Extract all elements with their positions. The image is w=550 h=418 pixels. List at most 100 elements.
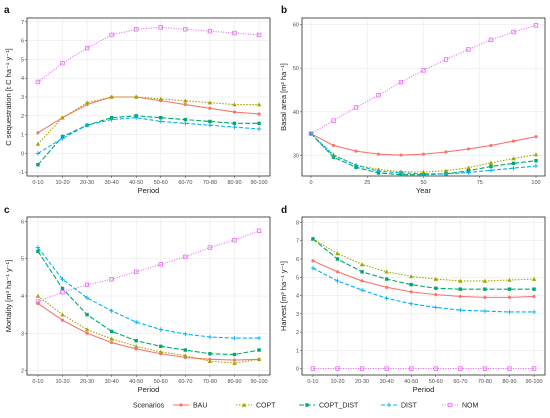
point-a-BAU-8 xyxy=(232,110,237,114)
series-c-COPT_DIST xyxy=(36,249,261,357)
point-d-NOM-5 xyxy=(433,366,438,371)
panel-letter-c: c xyxy=(4,205,10,216)
xtick-label-c-3: 30-40 xyxy=(105,379,119,385)
point-a-DIST-3 xyxy=(109,117,114,122)
series-d-COPT_DIST xyxy=(311,237,536,291)
point-a-DIST-2 xyxy=(84,123,90,128)
xtick-label-a-0: 0-10 xyxy=(32,180,43,186)
point-a-COPT-2 xyxy=(84,100,90,105)
point-b-NOM-10 xyxy=(533,23,539,28)
point-d-DIST-6 xyxy=(458,307,463,313)
point-a-NOM-0 xyxy=(35,79,41,85)
xtick-label-a-2: 20-30 xyxy=(80,180,94,186)
point-a-DIST-7 xyxy=(207,123,213,128)
ytick-label-b-0: 30 xyxy=(293,153,299,159)
ytick-label-c-4: 6 xyxy=(21,219,24,225)
point-d-NOM-0 xyxy=(310,366,316,371)
point-a-COPT-6 xyxy=(183,98,188,103)
point-d-NOM-1 xyxy=(335,366,340,371)
point-c-NOM-8 xyxy=(232,237,237,243)
series-line-a-COPT xyxy=(37,96,260,145)
point-d-DIST-1 xyxy=(335,278,340,284)
point-d-COPT-6 xyxy=(458,278,463,283)
ytick-label-c-0: 2 xyxy=(21,369,24,375)
ylabel-a: C sequestration [t C ha⁻¹ y⁻¹] xyxy=(4,48,13,146)
xtick-label-c-7: 70-80 xyxy=(203,379,217,385)
series-line-c-NOM xyxy=(37,230,260,303)
point-b-NOM-2 xyxy=(353,105,359,110)
point-c-DIST-9 xyxy=(256,335,262,341)
ytick-label-a-5: 4 xyxy=(21,76,24,82)
point-b-NOM-5 xyxy=(421,68,426,73)
point-c-COPT-1 xyxy=(60,312,65,317)
point-c-NOM-3 xyxy=(109,277,114,282)
point-c-COPT_DIST-6 xyxy=(183,348,188,352)
ylabel-d: Harvest [m³ ha⁻¹ y⁻¹] xyxy=(279,261,288,331)
point-c-NOM-0 xyxy=(35,299,41,304)
point-a-COPT-1 xyxy=(60,115,65,120)
series-line-b-COPT_DIST xyxy=(310,133,537,176)
series-d-COPT xyxy=(310,236,537,283)
xtick-label-a-9: 90-100 xyxy=(250,180,267,186)
panel-d-frame xyxy=(301,216,546,376)
xtick-label-b-4: 100 xyxy=(531,180,540,186)
point-d-COPT_DIST-0 xyxy=(311,237,315,241)
point-b-NOM-3 xyxy=(376,93,381,98)
point-d-DIST-7 xyxy=(482,308,488,314)
series-line-c-DIST xyxy=(37,247,260,339)
point-b-DIST-8 xyxy=(488,168,494,173)
xtick-label-d-2: 20-30 xyxy=(355,379,369,385)
point-d-BAU-0 xyxy=(311,259,315,263)
point-b-NOM-8 xyxy=(488,37,494,43)
point-c-DIST-7 xyxy=(207,334,213,340)
legend-item-COPT_DIST: COPT_DIST xyxy=(299,403,359,410)
point-c-NOM-2 xyxy=(84,282,90,288)
point-a-COPT_DIST-7 xyxy=(208,119,212,124)
series-a-COPT xyxy=(35,94,262,146)
point-d-COPT_DIST-1 xyxy=(335,257,340,261)
point-c-DIST-2 xyxy=(84,295,90,301)
point-c-COPT-4 xyxy=(134,344,139,349)
xtick-label-d-6: 60-70 xyxy=(453,379,467,385)
legend-swatch-marker-COPT_DIST xyxy=(305,403,309,407)
point-d-BAU-3 xyxy=(385,285,389,289)
ytick-label-d-1: 1 xyxy=(296,348,299,354)
series-line-b-DIST xyxy=(310,133,537,175)
point-d-COPT_DIST-5 xyxy=(434,286,438,290)
ytick-label-c-1: 3 xyxy=(21,331,24,337)
point-c-NOM-4 xyxy=(134,269,139,274)
xtick-label-c-1: 10-20 xyxy=(55,379,69,385)
point-a-BAU-0 xyxy=(36,131,40,135)
xtick-label-c-8: 80-90 xyxy=(227,379,241,385)
point-c-COPT_DIST-9 xyxy=(257,348,261,352)
xtick-label-d-1: 10-20 xyxy=(330,379,344,385)
series-d-DIST xyxy=(310,265,537,315)
point-c-DIST-3 xyxy=(109,308,114,314)
point-c-COPT_DIST-5 xyxy=(159,344,163,349)
ytick-label-c-3: 5 xyxy=(21,257,24,263)
point-a-COPT-4 xyxy=(134,94,139,99)
point-a-COPT-5 xyxy=(158,96,163,101)
xtick-label-a-5: 50-60 xyxy=(154,180,168,186)
point-b-BAU-6 xyxy=(444,150,448,154)
point-c-COPT_DIST-4 xyxy=(134,339,138,343)
point-a-COPT_DIST-6 xyxy=(183,117,188,122)
point-d-NOM-6 xyxy=(458,366,463,371)
xlabel-a: Period xyxy=(138,186,160,195)
point-d-COPT_DIST-3 xyxy=(384,277,389,281)
point-b-DIST-4 xyxy=(398,170,404,176)
point-c-DIST-1 xyxy=(60,277,65,282)
point-c-BAU-1 xyxy=(60,318,65,322)
ytick-label-a-4: 3 xyxy=(21,95,24,101)
ytick-label-d-5: 5 xyxy=(296,275,299,281)
ytick-label-a-3: 2 xyxy=(21,114,24,120)
point-c-COPT_DIST-2 xyxy=(85,312,89,317)
legend-swatch-marker-COPT xyxy=(241,402,247,407)
panel-d: 0 1 2 3 4 5 6 7 8 0-10 10-20 20-30 30-40 40-50 50-60 60… xyxy=(279,205,546,394)
ytick-label-a-6: 5 xyxy=(21,57,24,63)
series-a-DIST xyxy=(35,115,262,156)
ytick-label-b-2: 50 xyxy=(293,66,299,72)
legend-item-COPT: COPT xyxy=(236,403,276,410)
series-line-a-COPT_DIST xyxy=(37,115,260,166)
